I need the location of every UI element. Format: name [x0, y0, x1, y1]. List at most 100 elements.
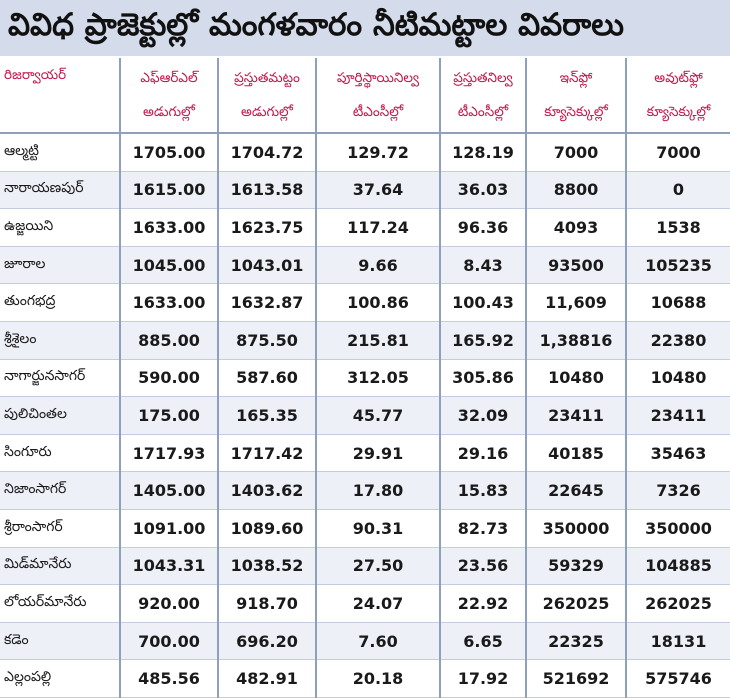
current-storage-cell: 36.03: [440, 171, 527, 210]
full-storage-cell: 90.31: [316, 509, 441, 548]
table-row: పులిచింతల 175.00 165.35 45.77 32.09 23411 2341…: [0, 396, 730, 435]
inflow-cell: 22645: [526, 471, 627, 510]
frl-cell: 175.00: [120, 396, 219, 435]
current-storage-cell: 82.73: [440, 509, 527, 548]
header-current-level-feet: ప్రస్తుతమట్టం అడుగుల్లో: [218, 58, 317, 134]
current-level-cell: 1403.62: [218, 471, 317, 510]
reservoir-name-cell: లోయర్‌మానేరు: [0, 584, 121, 623]
outflow-cell: 262025: [626, 584, 730, 623]
current-storage-cell: 165.92: [440, 321, 527, 360]
outflow-cell: 105235: [626, 246, 730, 285]
inflow-cell: 7000: [526, 133, 627, 172]
outflow-cell: 0: [626, 171, 730, 210]
reservoir-name-cell: నాగార్జునసాగర్: [0, 359, 121, 398]
current-level-cell: 1623.75: [218, 208, 317, 247]
inflow-cell: 93500: [526, 246, 627, 285]
reservoir-name-cell: సింగూరు: [0, 434, 121, 473]
current-storage-cell: 15.83: [440, 471, 527, 510]
full-storage-cell: 215.81: [316, 321, 441, 360]
frl-cell: 1615.00: [120, 171, 219, 210]
outflow-cell: 7326: [626, 471, 730, 510]
outflow-cell: 35463: [626, 434, 730, 473]
frl-cell: 1043.31: [120, 547, 219, 586]
current-storage-cell: 23.56: [440, 547, 527, 586]
current-storage-cell: 100.43: [440, 283, 527, 322]
frl-cell: 1045.00: [120, 246, 219, 285]
full-storage-cell: 27.50: [316, 547, 441, 586]
current-storage-cell: 96.36: [440, 208, 527, 247]
outflow-cell: 18131: [626, 622, 730, 661]
reservoir-name-cell: ఆల్మట్టి: [0, 133, 121, 172]
frl-cell: 1633.00: [120, 208, 219, 247]
frl-cell: 1405.00: [120, 471, 219, 510]
header-full-storage-tmc: పూర్తిస్థాయినిల్వ టీఎంసీల్లో: [316, 58, 441, 134]
outflow-cell: 10688: [626, 283, 730, 322]
frl-cell: 1717.93: [120, 434, 219, 473]
current-storage-cell: 305.86: [440, 359, 527, 398]
current-level-cell: 1038.52: [218, 547, 317, 586]
header-frl-feet: ఎఫ్‌ఆర్‌ఎల్ అడుగుల్లో: [120, 58, 219, 134]
frl-cell: 700.00: [120, 622, 219, 661]
full-storage-cell: 117.24: [316, 208, 441, 247]
reservoir-name-cell: ఉజ్జయిని: [0, 208, 121, 247]
inflow-cell: 1,38816: [526, 321, 627, 360]
full-storage-cell: 7.60: [316, 622, 441, 661]
reservoir-name-cell: పులిచింతల: [0, 396, 121, 435]
table-row: కడెం 700.00 696.20 7.60 6.65 22325 18131: [0, 622, 730, 661]
table-row: నిజాంసాగర్ 1405.00 1403.62 17.80 15.83 22645 7…: [0, 471, 730, 510]
current-level-cell: 1717.42: [218, 434, 317, 473]
table-row: ఆల్మట్టి 1705.00 1704.72 129.72 128.19 7000 70…: [0, 133, 730, 172]
full-storage-cell: 100.86: [316, 283, 441, 322]
outflow-cell: 7000: [626, 133, 730, 172]
frl-cell: 590.00: [120, 359, 219, 398]
frl-cell: 1633.00: [120, 283, 219, 322]
inflow-cell: 22325: [526, 622, 627, 661]
current-level-cell: 587.60: [218, 359, 317, 398]
frl-cell: 1091.00: [120, 509, 219, 548]
reservoir-levels-table: రిజర్వాయర్ ఎఫ్‌ఆర్‌ఎల్ అడుగుల్లో ప్రస్తు…: [0, 58, 730, 698]
current-storage-cell: 29.16: [440, 434, 527, 473]
table-row: తుంగభద్ర 1633.00 1632.87 100.86 100.43 11,609…: [0, 283, 730, 322]
full-storage-cell: 312.05: [316, 359, 441, 398]
reservoir-name-cell: నారాయణపుర్: [0, 171, 121, 210]
outflow-cell: 350000: [626, 509, 730, 548]
outflow-cell: 1538: [626, 208, 730, 247]
header-reservoir: రిజర్వాయర్: [0, 58, 121, 134]
current-storage-cell: 32.09: [440, 396, 527, 435]
table-row: శ్రీరాంసాగర్ 1091.00 1089.60 90.31 82.73 3500…: [0, 509, 730, 548]
reservoir-name-cell: శ్రీరాంసాగర్: [0, 509, 121, 548]
frl-cell: 1705.00: [120, 133, 219, 172]
current-storage-cell: 22.92: [440, 584, 527, 623]
table-row: నాగార్జునసాగర్ 590.00 587.60 312.05 305.86 10…: [0, 359, 730, 398]
frl-cell: 885.00: [120, 321, 219, 360]
header-inflow-cusecs: ఇన్‌ఫ్లో క్యూసెక్కుల్లో: [526, 58, 627, 134]
full-storage-cell: 17.80: [316, 471, 441, 510]
frl-cell: 920.00: [120, 584, 219, 623]
outflow-cell: 10480: [626, 359, 730, 398]
full-storage-cell: 37.64: [316, 171, 441, 210]
full-storage-cell: 45.77: [316, 396, 441, 435]
current-level-cell: 1704.72: [218, 133, 317, 172]
table-row: లోయర్‌మానేరు 920.00 918.70 24.07 22.92 262025…: [0, 584, 730, 623]
inflow-cell: 8800: [526, 171, 627, 210]
reservoir-name-cell: జూరాల: [0, 246, 121, 285]
reservoir-name-cell: శ్రీశైలం: [0, 321, 121, 360]
header-outflow-cusecs: అవుట్‌ఫ్లో క్యూసెక్కుల్లో: [626, 58, 730, 134]
current-level-cell: 165.35: [218, 396, 317, 435]
current-level-cell: 1613.58: [218, 171, 317, 210]
current-level-cell: 1089.60: [218, 509, 317, 548]
inflow-cell: 23411: [526, 396, 627, 435]
inflow-cell: 10480: [526, 359, 627, 398]
inflow-cell: 350000: [526, 509, 627, 548]
table-row: సింగూరు 1717.93 1717.42 29.91 29.16 40185 3546…: [0, 434, 730, 473]
inflow-cell: 40185: [526, 434, 627, 473]
table-row: మిడ్‌మానేరు 1043.31 1038.52 27.50 23.56 59329…: [0, 547, 730, 586]
full-storage-cell: 29.91: [316, 434, 441, 473]
table-row: ఉజ్జయిని 1633.00 1623.75 117.24 96.36 4093 153…: [0, 208, 730, 247]
table-row: నారాయణపుర్ 1615.00 1613.58 37.64 36.03 8800 0: [0, 171, 730, 210]
current-storage-cell: 128.19: [440, 133, 527, 172]
header-current-storage-tmc: ప్రస్తుతనిల్వ టీఎంసీల్లో: [440, 58, 527, 134]
outflow-cell: 104885: [626, 547, 730, 586]
table-row: జూరాల 1045.00 1043.01 9.66 8.43 93500 105235: [0, 246, 730, 285]
inflow-cell: 11,609: [526, 283, 627, 322]
